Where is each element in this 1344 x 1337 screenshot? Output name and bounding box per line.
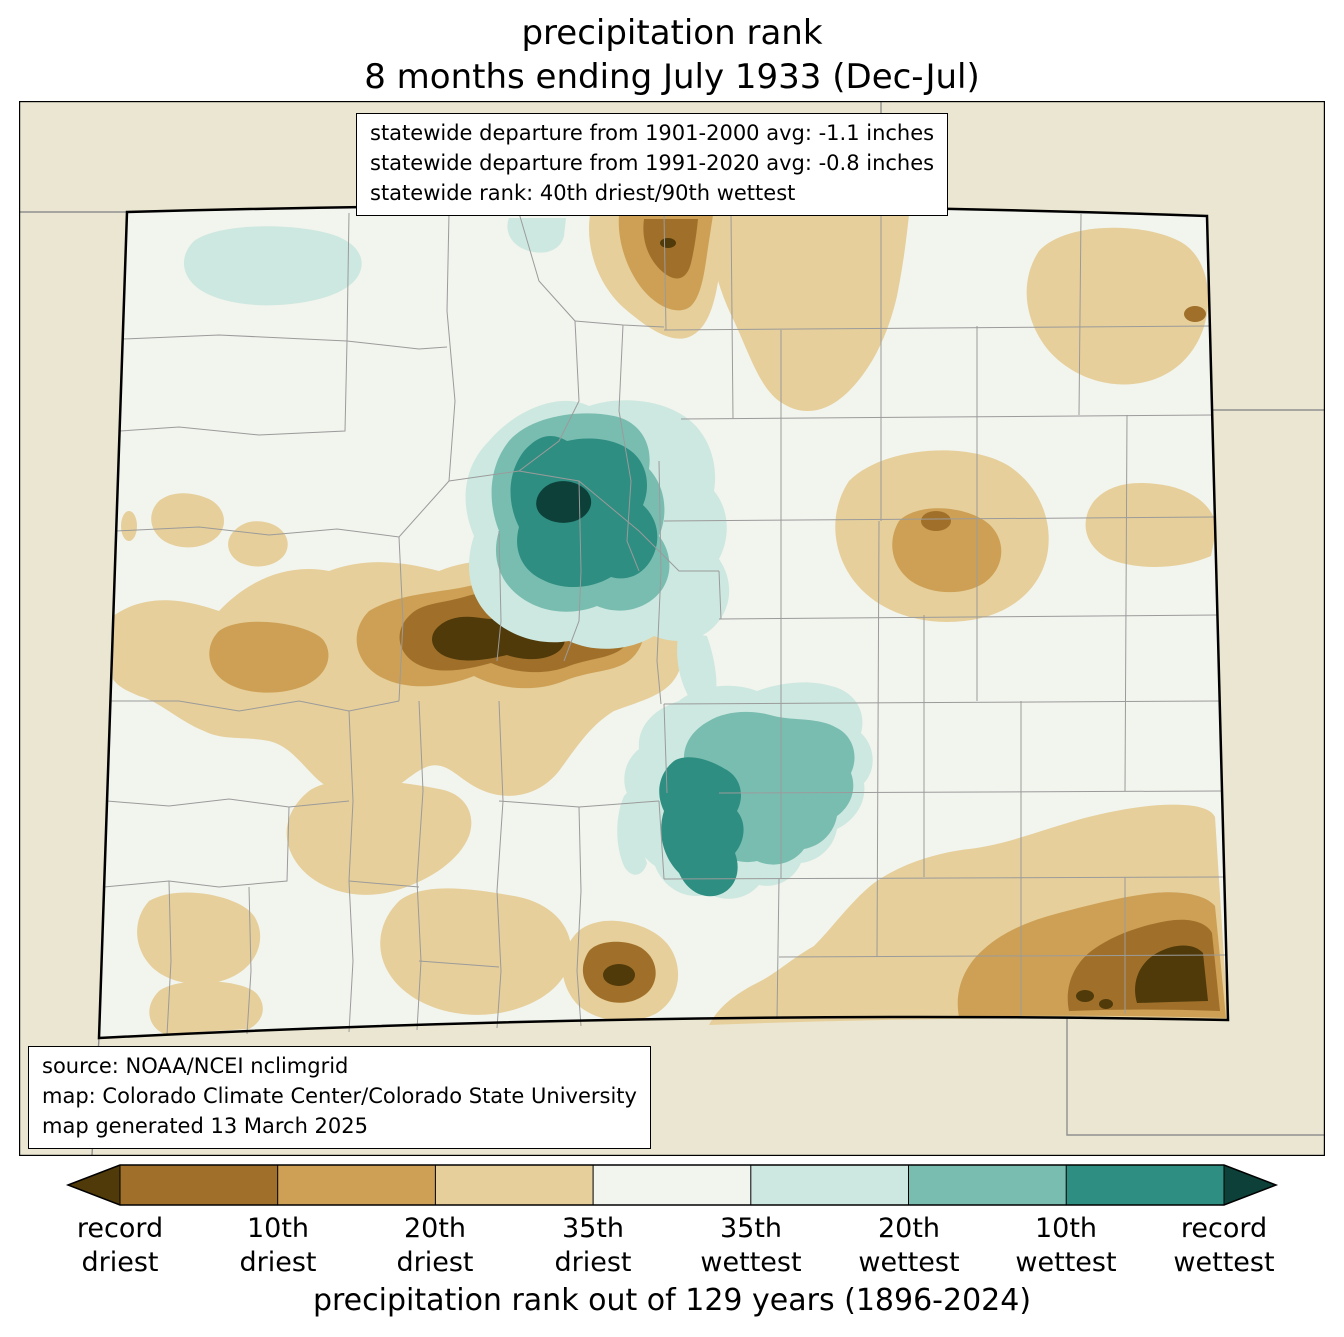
colorbar-tick-35th-wettest: 35th wettest xyxy=(700,1213,802,1278)
dry-region-south-patch-2 xyxy=(380,888,572,1015)
map-frame xyxy=(19,101,1325,1156)
dry-region-southwest-1 xyxy=(137,892,261,985)
record-dry-spot-south-center xyxy=(603,964,635,986)
colorbar-caption: precipitation rank out of 129 years (189… xyxy=(312,1283,1032,1318)
colorbar-tick-20th-driest: 20th driest xyxy=(396,1213,474,1278)
county-boundaries xyxy=(103,207,1227,1036)
record-dry-spot-top-center xyxy=(660,238,676,248)
dry-speck-west-2 xyxy=(228,521,288,567)
colorbar-tip-record-wettest xyxy=(1224,1165,1276,1205)
dry-region-northeast-corner xyxy=(1026,227,1209,385)
colorbar-tick-35th-driest: 35th driest xyxy=(554,1213,632,1278)
wet-region-northwest xyxy=(183,226,362,306)
dry-core-east-central xyxy=(892,508,1002,593)
colorbar-dividers xyxy=(119,1165,1225,1205)
colorbar xyxy=(65,1164,1279,1206)
colorbar-segment-7 xyxy=(1066,1165,1224,1205)
wet-region-top-center xyxy=(507,218,566,253)
colorbar-segment-4 xyxy=(593,1165,751,1205)
dry-region-southwest-2 xyxy=(149,981,263,1034)
colorbar-tick-record-driest: record driest xyxy=(76,1213,164,1278)
colorbar-segment-6 xyxy=(908,1165,1067,1205)
source-line-2: map: Colorado Climate Center/Colorado St… xyxy=(42,1083,637,1108)
stats-box: statewide departure from 1901-2000 avg: … xyxy=(356,113,949,217)
colorbar-tick-10th-wettest: 10th wettest xyxy=(1015,1213,1117,1278)
title-line-2: 8 months ending July 1933 (Dec-Jul) xyxy=(364,56,980,97)
dry-region-south-patch-1 xyxy=(286,780,472,895)
wet-regions-record xyxy=(536,481,592,523)
dry-core-west-lobe xyxy=(209,621,329,693)
colorbar-tick-record-wettest: record wettest xyxy=(1173,1213,1275,1278)
wet-region-south-central-crescent xyxy=(617,789,648,875)
colorbar-segment-2 xyxy=(277,1165,436,1205)
title-line-1: precipitation rank xyxy=(521,13,823,53)
record-dry-southeast-corner xyxy=(1135,945,1208,1003)
colorbar-tick-10th-driest: 10th driest xyxy=(239,1213,317,1278)
stats-line-1: statewide departure from 1901-2000 avg: … xyxy=(370,121,935,145)
record-wet-core-north-central xyxy=(536,481,592,523)
page-title: precipitation rank 8 months ending July … xyxy=(0,12,1344,99)
colorbar-segment-1 xyxy=(120,1165,278,1205)
dry-region-northeast xyxy=(708,215,909,412)
record-dry-dot-1 xyxy=(1076,990,1094,1002)
colorbar-segment-3 xyxy=(435,1165,594,1205)
dry-region-east-edge xyxy=(1085,482,1217,567)
dry-brown-spot-northeast-corner xyxy=(1184,306,1206,322)
source-box: source: NOAA/NCEI nclimgrid map: Colorad… xyxy=(28,1046,651,1150)
colorbar-tick-20th-wettest: 20th wettest xyxy=(858,1213,960,1278)
wet-dark-south-central xyxy=(659,757,744,897)
colorbar-segment-5 xyxy=(750,1165,909,1205)
stats-line-3: statewide rank: 40th driest/90th wettest xyxy=(370,180,796,205)
dry-brown-top-center xyxy=(643,219,698,279)
source-line-1: source: NOAA/NCEI nclimgrid xyxy=(42,1054,349,1078)
source-line-3: map generated 13 March 2025 xyxy=(42,1113,369,1138)
colorado-precipitation-map xyxy=(19,101,1325,1156)
dry-speck-west-1 xyxy=(151,493,224,548)
colorbar-outline xyxy=(65,1164,1279,1206)
dry-speck-west-border xyxy=(121,511,137,541)
stats-line-2: statewide departure from 1991-2020 avg: … xyxy=(370,150,935,175)
dry-brown-spot-east-central xyxy=(921,511,951,531)
record-dry-dot-2 xyxy=(1099,999,1113,1009)
colorbar-tip-record-driest xyxy=(68,1165,120,1205)
